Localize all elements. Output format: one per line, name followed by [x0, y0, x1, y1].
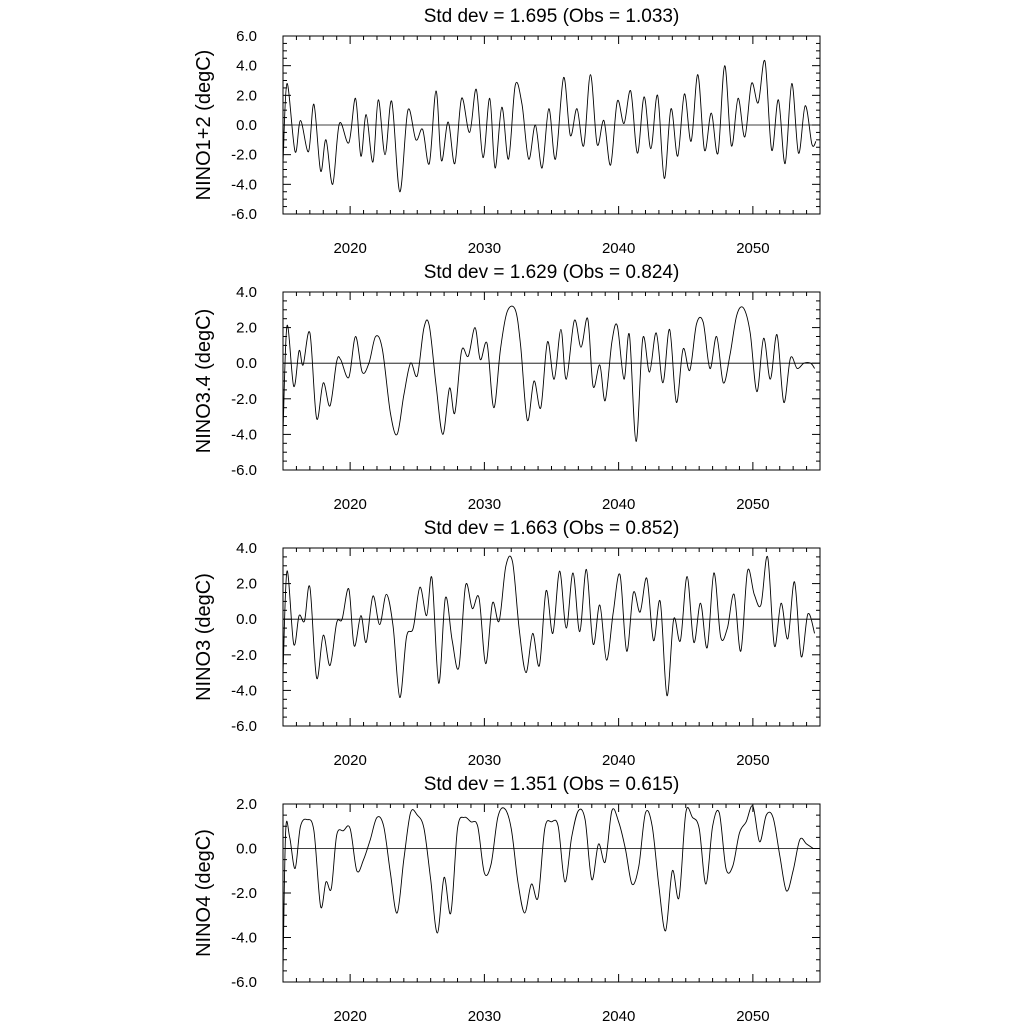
y-axis-label: NINO3.4 (degC)	[193, 309, 215, 454]
y-tick-label: 0.0	[236, 841, 257, 858]
chart-panel-4: Std dev = 1.351 (Obs = 0.615) NINO4 (degC…	[193, 774, 821, 1024]
chart-title: Std dev = 1.629 (Obs = 0.824)	[424, 262, 680, 283]
x-tick-label: 2030	[468, 496, 501, 513]
series-line	[282, 805, 814, 971]
x-tick-label: 2050	[736, 240, 769, 257]
chart-title: Std dev = 1.351 (Obs = 0.615)	[424, 774, 680, 795]
y-tick-label: -6.0	[231, 462, 257, 479]
x-tick-label: 2020	[333, 240, 366, 257]
x-tick-label: 2030	[468, 1008, 501, 1024]
x-tick-label: 2040	[602, 752, 635, 769]
y-tick-label: -2.0	[231, 147, 257, 164]
y-tick-label: 0.0	[236, 611, 257, 628]
y-tick-label: 0.0	[236, 355, 257, 372]
y-tick-label: -4.0	[231, 426, 257, 443]
chart-panel-3: Std dev = 1.663 (Obs = 0.852) NINO3 (degC…	[193, 518, 821, 769]
y-tick-label: 4.0	[236, 58, 257, 75]
y-tick-label: 0.0	[236, 117, 257, 134]
series-line	[282, 60, 817, 193]
y-tick-label: -6.0	[231, 718, 257, 735]
y-tick-label: -2.0	[231, 391, 257, 408]
y-tick-label: -6.0	[231, 974, 257, 991]
x-tick-label: 2040	[602, 1008, 635, 1024]
x-tick-label: 2050	[736, 1008, 769, 1024]
series-line	[282, 555, 816, 698]
series-line	[282, 305, 815, 442]
y-tick-label: 4.0	[236, 284, 257, 301]
chart-title: Std dev = 1.695 (Obs = 1.033)	[424, 6, 680, 27]
y-tick-label: -4.0	[231, 682, 257, 699]
x-tick-label: 2050	[736, 496, 769, 513]
y-axis-label: NINO3 (degC)	[193, 573, 215, 701]
x-tick-label: 2020	[333, 496, 366, 513]
y-tick-label: 2.0	[236, 320, 257, 337]
y-axis-label: NINO4 (degC)	[193, 829, 215, 957]
chart-title: Std dev = 1.663 (Obs = 0.852)	[424, 518, 680, 539]
y-tick-label: 6.0	[236, 28, 257, 45]
y-tick-label: -2.0	[231, 885, 257, 902]
y-axis-label: NINO1+2 (degC)	[193, 50, 215, 201]
y-tick-label: 2.0	[236, 576, 257, 593]
y-tick-label: -4.0	[231, 176, 257, 193]
x-tick-label: 2020	[333, 752, 366, 769]
y-tick-label: -4.0	[231, 930, 257, 947]
x-tick-label: 2040	[602, 496, 635, 513]
x-tick-label: 2020	[333, 1008, 366, 1024]
y-tick-label: -2.0	[231, 647, 257, 664]
y-tick-label: -6.0	[231, 206, 257, 223]
y-tick-label: 2.0	[236, 87, 257, 104]
x-tick-label: 2030	[468, 240, 501, 257]
chart-panel-2: Std dev = 1.629 (Obs = 0.824) NINO3.4 (de…	[193, 262, 821, 513]
chart-panel-1: Std dev = 1.695 (Obs = 1.033) NINO1+2 (de…	[193, 6, 821, 257]
plot-frame	[282, 291, 821, 471]
plot-frame	[282, 803, 821, 983]
x-tick-label: 2040	[602, 240, 635, 257]
y-tick-label: 4.0	[236, 540, 257, 557]
y-tick-label: 2.0	[236, 796, 257, 813]
x-tick-label: 2030	[468, 752, 501, 769]
plot-frame	[282, 547, 821, 727]
x-tick-label: 2050	[736, 752, 769, 769]
